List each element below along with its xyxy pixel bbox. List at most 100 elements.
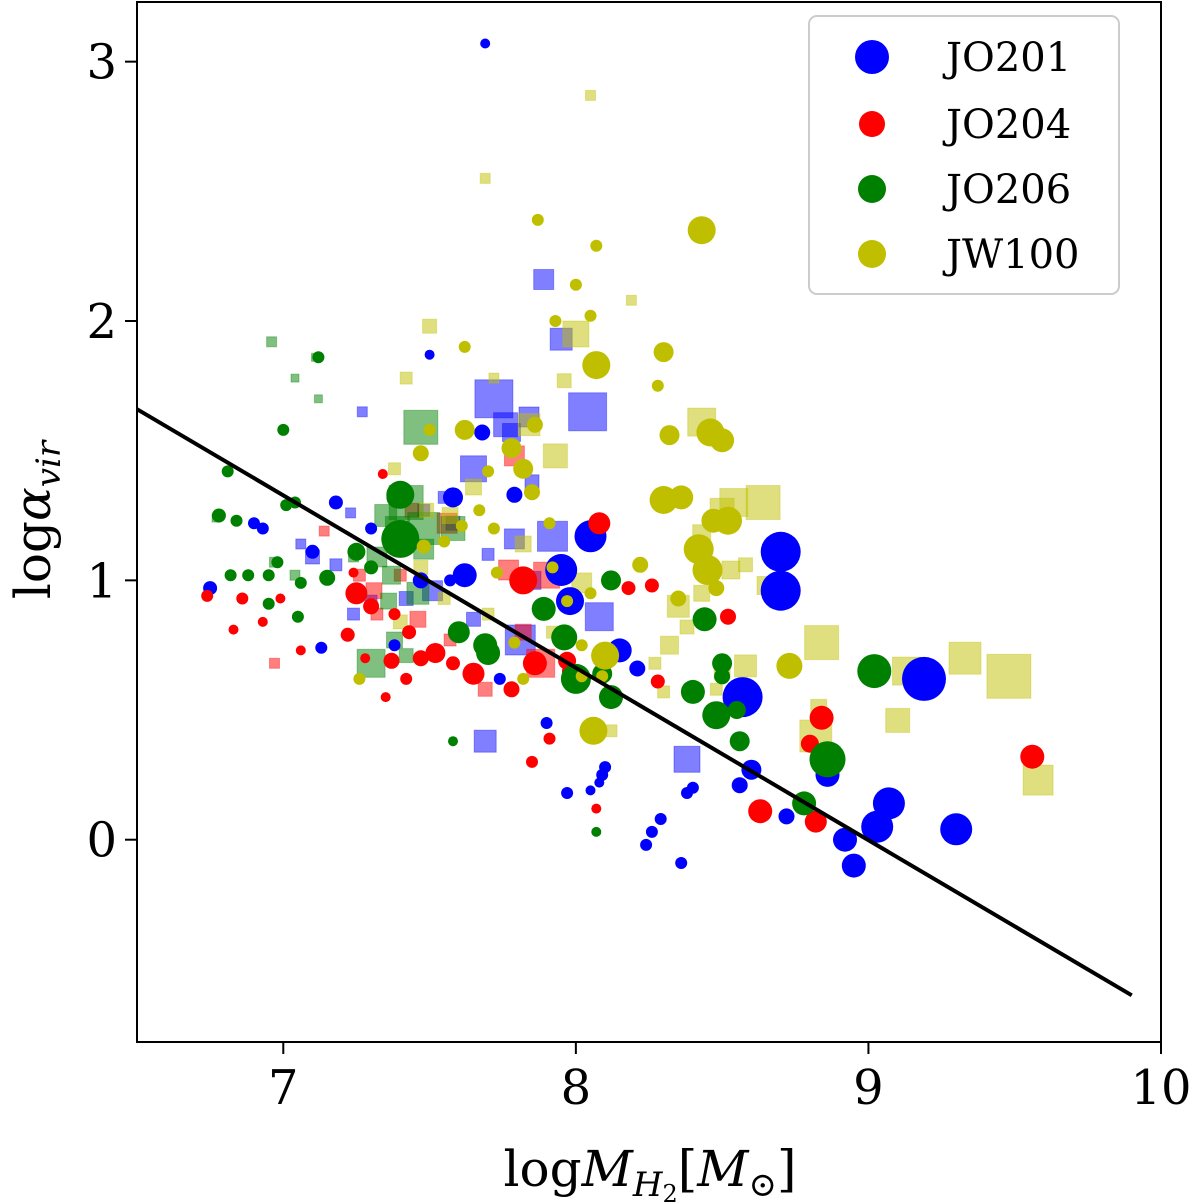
point-jo206 bbox=[280, 499, 293, 512]
point-jo204 bbox=[412, 650, 429, 667]
point-jw100 bbox=[501, 438, 522, 459]
x-axis-title-unit-symbol: M bbox=[696, 1140, 750, 1198]
point-jo204 bbox=[503, 681, 520, 698]
point-jo204 bbox=[295, 645, 306, 656]
square-point-jo206 bbox=[313, 394, 323, 404]
square-point-jo206 bbox=[356, 648, 386, 678]
legend-marker-jo206 bbox=[858, 175, 886, 203]
point-jo201 bbox=[493, 672, 506, 685]
point-jw100 bbox=[659, 425, 680, 446]
point-jo206 bbox=[591, 826, 602, 837]
point-jo204 bbox=[201, 589, 214, 602]
point-jo206 bbox=[714, 668, 731, 685]
square-point-jo201 bbox=[568, 392, 608, 432]
point-jo201 bbox=[675, 857, 688, 869]
point-jo204 bbox=[462, 662, 485, 685]
point-jw100 bbox=[582, 351, 611, 380]
x-axis-title-bracket-open: [ bbox=[678, 1140, 698, 1198]
point-jo201 bbox=[480, 38, 491, 49]
point-jo204 bbox=[400, 672, 413, 685]
legend-marker-jw100 bbox=[858, 240, 886, 268]
point-jw100 bbox=[412, 445, 429, 462]
square-point-jo201 bbox=[460, 455, 487, 483]
square-point-jw100 bbox=[556, 373, 572, 389]
square-point-jo206 bbox=[380, 592, 398, 610]
y-axis-title: logαvir bbox=[4, 439, 69, 599]
point-jw100 bbox=[438, 535, 451, 548]
square-point-jw100 bbox=[422, 318, 438, 334]
y-tick-label: 0 bbox=[86, 813, 117, 869]
point-jw100 bbox=[490, 566, 503, 579]
square-point-jw100 bbox=[734, 654, 757, 678]
point-jw100 bbox=[591, 641, 620, 670]
point-jw100 bbox=[687, 216, 716, 245]
point-jw100 bbox=[549, 315, 562, 327]
point-jw100 bbox=[546, 561, 559, 574]
point-jw100 bbox=[458, 340, 471, 353]
square-point-jo201 bbox=[356, 406, 368, 418]
square-point-jw100 bbox=[660, 635, 679, 655]
square-point-jw100 bbox=[693, 584, 711, 602]
y-axis-title-symbol: α bbox=[4, 487, 62, 521]
point-jo201 bbox=[902, 656, 946, 701]
point-jo201 bbox=[388, 639, 401, 652]
point-jo206 bbox=[221, 465, 234, 478]
point-jo204 bbox=[720, 608, 736, 625]
point-jw100 bbox=[575, 639, 588, 652]
square-point-jo201 bbox=[329, 558, 343, 572]
legend-box bbox=[808, 15, 1120, 295]
point-jw100 bbox=[584, 309, 597, 322]
point-jo206 bbox=[294, 576, 307, 589]
x-axis-title-prefix: log bbox=[504, 1140, 582, 1198]
point-jo206 bbox=[262, 569, 275, 582]
point-jw100 bbox=[482, 465, 495, 478]
square-point-jo206 bbox=[290, 373, 300, 383]
point-jo206 bbox=[531, 596, 556, 621]
y-axis-title-prefix: log bbox=[4, 521, 62, 599]
plot-frame bbox=[136, 1, 1162, 1043]
point-jo206 bbox=[712, 653, 733, 674]
y-tick-label: 1 bbox=[86, 553, 117, 609]
square-point-jw100 bbox=[657, 685, 671, 699]
point-jo206 bbox=[448, 736, 458, 747]
point-jo201 bbox=[424, 349, 435, 360]
square-point-jw100 bbox=[745, 485, 781, 520]
legend-label-jo206: JO206 bbox=[942, 167, 1071, 213]
point-jo204 bbox=[621, 581, 636, 596]
square-point-jo201 bbox=[345, 507, 357, 519]
square-point-jo201 bbox=[533, 269, 555, 290]
point-jw100 bbox=[487, 522, 500, 535]
point-jw100 bbox=[423, 423, 436, 436]
point-jw100 bbox=[531, 213, 544, 226]
square-point-jo201 bbox=[473, 729, 497, 753]
point-jo201 bbox=[760, 570, 801, 611]
square-point-jo204 bbox=[409, 610, 427, 628]
square-point-jo201 bbox=[673, 745, 701, 773]
point-jo204 bbox=[228, 624, 239, 635]
point-jo206 bbox=[211, 508, 226, 523]
point-jo201 bbox=[833, 827, 857, 852]
point-jo204 bbox=[809, 705, 834, 730]
point-jo201 bbox=[760, 531, 801, 572]
square-point-jw100 bbox=[585, 89, 596, 101]
square-point-jo201 bbox=[584, 602, 614, 632]
square-point-jw100 bbox=[625, 294, 637, 306]
point-jw100 bbox=[454, 419, 475, 440]
point-jo201 bbox=[443, 487, 463, 508]
square-point-jo201 bbox=[295, 538, 307, 550]
point-jo206 bbox=[727, 701, 746, 719]
point-jo204 bbox=[1020, 744, 1045, 769]
y-tick-label: 2 bbox=[86, 294, 117, 350]
point-jw100 bbox=[513, 458, 534, 479]
point-jo206 bbox=[551, 624, 578, 651]
square-point-jw100 bbox=[488, 372, 500, 384]
point-jo204 bbox=[340, 627, 355, 642]
square-point-jo206 bbox=[382, 565, 401, 585]
point-jo201 bbox=[645, 825, 658, 838]
square-point-jw100 bbox=[514, 535, 532, 553]
square-point-jo204 bbox=[318, 525, 330, 537]
y-axis-title-sub: vir bbox=[29, 439, 69, 487]
point-jo206 bbox=[347, 542, 366, 561]
point-jo201 bbox=[654, 813, 667, 825]
point-jo204 bbox=[345, 582, 368, 605]
